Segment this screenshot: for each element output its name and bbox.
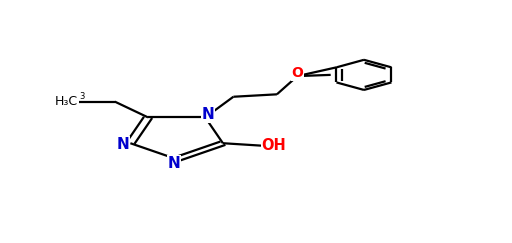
Text: 3: 3 [79, 92, 84, 101]
Text: OH: OH [262, 138, 287, 153]
Text: N: N [201, 107, 214, 122]
Text: O: O [291, 66, 303, 80]
Text: N: N [168, 156, 180, 171]
Text: H: H [68, 95, 76, 108]
Text: H₃C: H₃C [55, 95, 78, 108]
Text: N: N [116, 137, 129, 152]
